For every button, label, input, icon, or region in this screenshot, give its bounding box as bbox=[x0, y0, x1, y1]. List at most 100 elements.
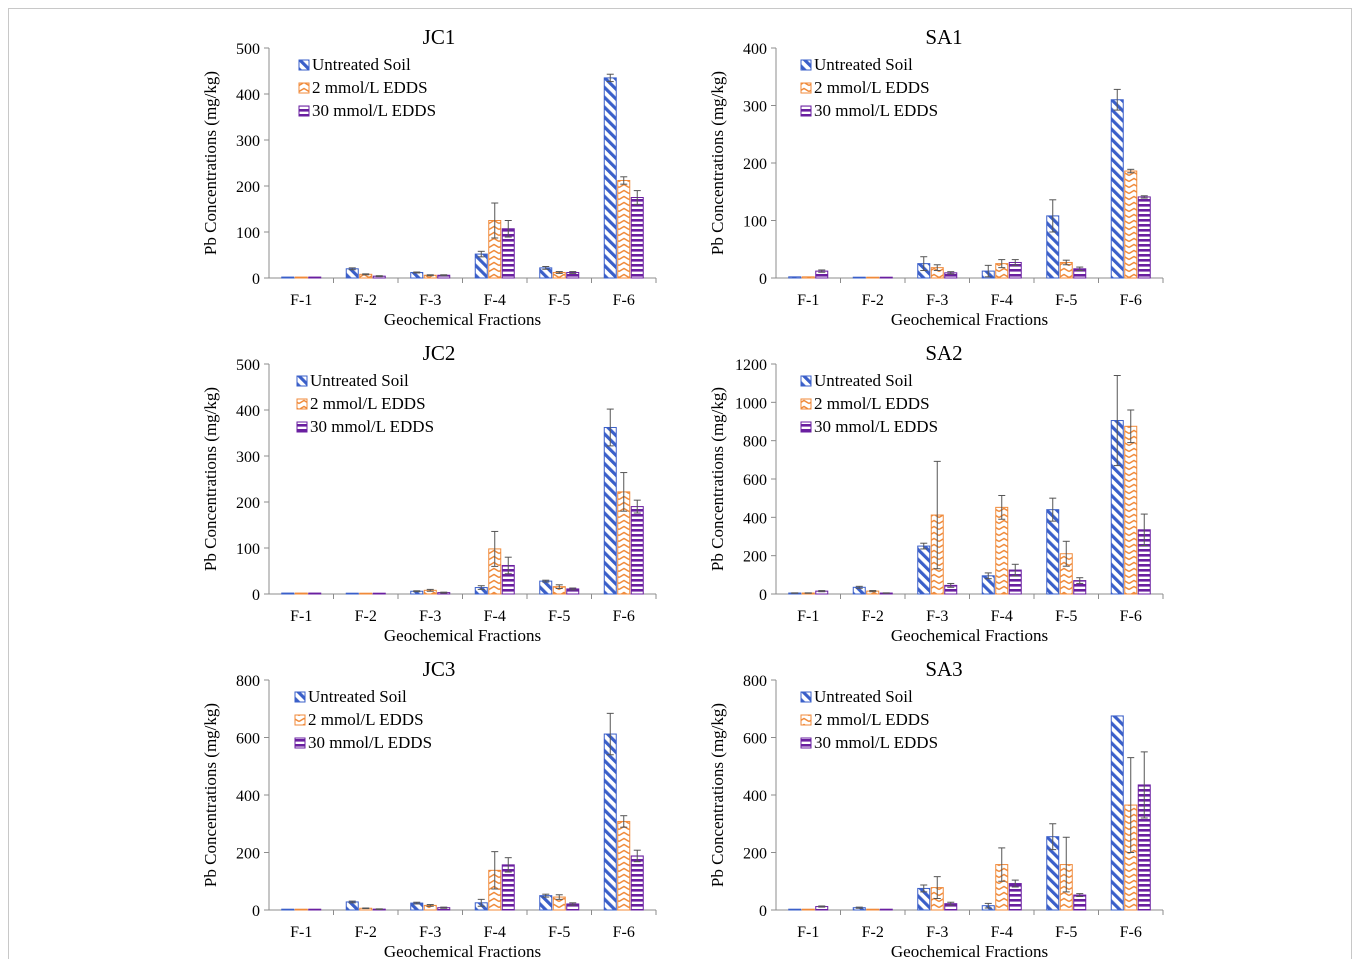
x-tick-label: F-4 bbox=[991, 924, 1013, 941]
bar bbox=[294, 908, 308, 911]
legend-swatch bbox=[294, 691, 306, 703]
y-tick-label: 1000 bbox=[735, 395, 767, 412]
x-tick-label: F-3 bbox=[926, 608, 948, 625]
bar bbox=[1008, 883, 1022, 911]
y-tick-label: 800 bbox=[743, 673, 767, 690]
legend-swatch bbox=[298, 59, 310, 71]
x-axis-label: Geochemical Fractions bbox=[891, 310, 1048, 329]
x-tick-label: F-3 bbox=[419, 924, 441, 941]
legend-swatch bbox=[800, 421, 812, 433]
x-axis-label: Geochemical Fractions bbox=[384, 310, 541, 329]
legend-entry: Untreated Soil bbox=[814, 371, 913, 390]
x-axis-label: Geochemical Fractions bbox=[384, 626, 541, 645]
legend-entry: 2 mmol/L EDDS bbox=[312, 78, 428, 97]
legend-swatch bbox=[296, 375, 308, 387]
x-tick-label: F-4 bbox=[484, 292, 506, 309]
y-tick-label: 300 bbox=[236, 133, 260, 150]
chart-panel-sa3: SA3 0 200 400 600 800 Pb Concentrations (mg/kg… bbox=[708, 657, 1164, 960]
bar bbox=[281, 592, 295, 595]
x-tick-label: F-2 bbox=[355, 608, 377, 625]
legend-swatch bbox=[298, 105, 310, 117]
y-tick-label: 800 bbox=[236, 673, 260, 690]
x-tick-label: F-4 bbox=[484, 608, 506, 625]
y-tick-label: 500 bbox=[236, 41, 260, 58]
bar bbox=[539, 895, 553, 911]
legend-swatch bbox=[800, 105, 812, 117]
y-tick-label: 400 bbox=[743, 510, 767, 527]
bar bbox=[1110, 99, 1124, 279]
chart-grid: JC1 0 100 200 300 400 500 Pb Concentrations (mg… bbox=[201, 25, 1164, 960]
y-tick-label: 300 bbox=[743, 99, 767, 116]
y-tick-label: 0 bbox=[252, 271, 260, 288]
bar bbox=[788, 908, 802, 911]
bar bbox=[345, 592, 359, 595]
y-tick-label: 600 bbox=[743, 731, 767, 748]
y-tick-label: 400 bbox=[743, 788, 767, 805]
y-tick-label: 400 bbox=[236, 403, 260, 420]
y-axis-label: Pb Concentrations (mg/kg) bbox=[708, 703, 727, 887]
bar bbox=[630, 197, 644, 279]
y-axis-label: Pb Concentrations (mg/kg) bbox=[201, 703, 220, 887]
bar bbox=[801, 908, 815, 911]
y-tick-label: 100 bbox=[743, 214, 767, 231]
x-tick-label: F-2 bbox=[355, 924, 377, 941]
legend-swatch bbox=[294, 714, 306, 726]
bar bbox=[308, 592, 322, 595]
legend-entry: Untreated Soil bbox=[312, 55, 411, 74]
bar bbox=[788, 276, 802, 279]
x-tick-label: F-5 bbox=[1055, 292, 1077, 309]
legend-entry: 30 mmol/L EDDS bbox=[312, 101, 436, 120]
x-tick-label: F-6 bbox=[1120, 608, 1142, 625]
legend-entry: 2 mmol/L EDDS bbox=[310, 394, 426, 413]
bar bbox=[294, 592, 308, 595]
x-tick-label: F-1 bbox=[797, 292, 819, 309]
bar bbox=[539, 580, 553, 595]
y-tick-label: 400 bbox=[743, 41, 767, 58]
x-tick-label: F-3 bbox=[926, 924, 948, 941]
y-tick-label: 800 bbox=[743, 434, 767, 451]
x-tick-label: F-2 bbox=[862, 608, 884, 625]
x-tick-label: F-1 bbox=[797, 608, 819, 625]
y-tick-label: 0 bbox=[759, 587, 767, 604]
bar bbox=[879, 908, 893, 911]
y-tick-label: 400 bbox=[236, 87, 260, 104]
legend-swatch bbox=[298, 82, 310, 94]
x-tick-label: F-1 bbox=[797, 924, 819, 941]
y-tick-label: 1200 bbox=[735, 357, 767, 374]
y-tick-label: 200 bbox=[743, 156, 767, 173]
chart-panel-jc1: JC1 0 100 200 300 400 500 Pb Concentrations (mg… bbox=[201, 25, 657, 329]
bar bbox=[603, 426, 617, 595]
chart-panel-sa1: SA1 0 100 200 300 400 Pb Concentrations (mg/kg… bbox=[708, 25, 1164, 329]
bar bbox=[281, 908, 295, 911]
legend-entry: 30 mmol/L EDDS bbox=[814, 101, 938, 120]
legend-entry: 30 mmol/L EDDS bbox=[814, 733, 938, 752]
legend-swatch bbox=[294, 737, 306, 749]
legend-swatch bbox=[296, 398, 308, 410]
bar bbox=[1073, 894, 1087, 911]
legend-entry: Untreated Soil bbox=[814, 687, 913, 706]
y-tick-label: 0 bbox=[252, 903, 260, 920]
x-tick-label: F-4 bbox=[484, 924, 506, 941]
x-tick-label: F-5 bbox=[548, 608, 570, 625]
x-tick-label: F-3 bbox=[419, 608, 441, 625]
legend-swatch bbox=[800, 398, 812, 410]
legend-swatch bbox=[800, 82, 812, 94]
bar bbox=[372, 592, 386, 595]
legend-swatch bbox=[800, 59, 812, 71]
bar bbox=[801, 276, 815, 279]
legend-entry: 30 mmol/L EDDS bbox=[814, 417, 938, 436]
bar bbox=[1110, 715, 1124, 911]
legend: Untreated Soil 2 mmol/L EDDS 30 mmol/L EDD… bbox=[800, 55, 938, 120]
x-tick-label: F-3 bbox=[419, 292, 441, 309]
legend-swatch bbox=[800, 737, 812, 749]
bar bbox=[852, 276, 866, 279]
x-tick-label: F-6 bbox=[613, 924, 635, 941]
bar bbox=[603, 733, 617, 911]
x-tick-label: F-5 bbox=[1055, 608, 1077, 625]
chart-panel-jc3: JC3 0 200 400 600 800 Pb Concentrations (mg/kg… bbox=[201, 657, 657, 960]
bar bbox=[1046, 509, 1060, 595]
legend-swatch bbox=[800, 714, 812, 726]
y-axis-label: Pb Concentrations (mg/kg) bbox=[708, 387, 727, 571]
bar bbox=[1137, 196, 1151, 279]
y-tick-label: 200 bbox=[743, 549, 767, 566]
